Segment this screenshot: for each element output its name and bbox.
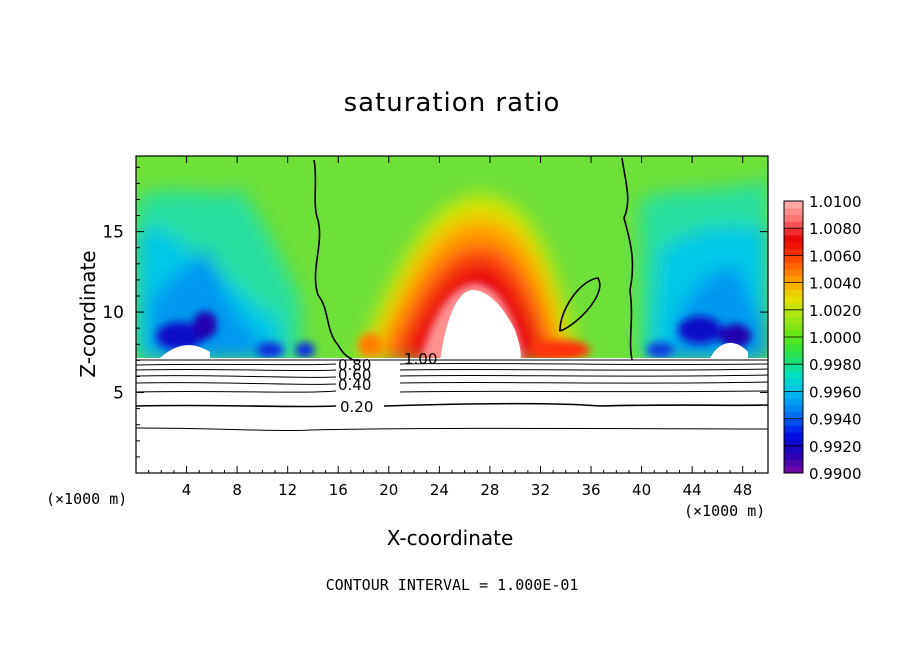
contour-label-4: 0.40 bbox=[338, 376, 371, 394]
colorbar-band bbox=[784, 289, 803, 297]
colorbar-band bbox=[784, 350, 803, 358]
colorbar-band bbox=[784, 303, 803, 311]
colorbar-band bbox=[784, 323, 803, 331]
colorbar-band bbox=[784, 371, 803, 379]
colorbar-band bbox=[784, 357, 803, 365]
colorbar-label-10: 1.0100 bbox=[809, 193, 862, 211]
colorbar-band bbox=[784, 343, 803, 352]
colorbar-label-6: 1.0020 bbox=[809, 302, 862, 320]
colorbar-band bbox=[784, 214, 803, 222]
x-tick-label-5: 24 bbox=[430, 481, 449, 499]
colorbar-band bbox=[784, 241, 803, 250]
colorbar-band bbox=[784, 337, 803, 345]
chart-title: saturation ratio bbox=[343, 88, 561, 118]
colorbar-band bbox=[784, 221, 803, 229]
colorbar-band bbox=[784, 377, 803, 386]
contour-label-3: 0.60 bbox=[338, 366, 371, 384]
contour-label-1: 1.00 bbox=[404, 350, 437, 368]
x-tick-label-4: 20 bbox=[379, 481, 398, 499]
colorbar-band bbox=[784, 309, 803, 318]
y-tick-label-2: 15 bbox=[102, 223, 124, 243]
colorbar-band bbox=[784, 459, 803, 467]
colorbar-label-0: 0.9900 bbox=[809, 465, 862, 483]
colorbar-label-1: 0.9920 bbox=[809, 438, 862, 456]
contour-interval-note: CONTOUR INTERVAL = 1.000E-01 bbox=[325, 576, 579, 594]
colorbar-band bbox=[784, 411, 803, 420]
y-axis-label: Z-coordinate bbox=[76, 250, 100, 378]
colorbar-band bbox=[784, 364, 803, 372]
colorbar-band bbox=[784, 282, 803, 290]
z-unit-label: (×1000 m) bbox=[46, 490, 128, 508]
colorbar-band bbox=[784, 262, 803, 270]
x-tick-label-6: 28 bbox=[480, 481, 499, 499]
colorbar-band bbox=[784, 201, 803, 209]
colorbar: 0.9900 0.9920 0.9940 0.9960 0.9980 1.0000 1.00… bbox=[783, 193, 862, 483]
colorbar-band bbox=[784, 330, 803, 338]
x-tick-label-1: 8 bbox=[232, 481, 242, 499]
colorbar-band bbox=[784, 296, 803, 304]
heatmap-field bbox=[136, 156, 768, 473]
colorbar-band bbox=[784, 248, 803, 256]
colorbar-label-8: 1.0060 bbox=[809, 247, 862, 265]
x-tick-label-11: 48 bbox=[733, 481, 752, 499]
colorbar-band bbox=[784, 235, 803, 243]
colorbar-band bbox=[784, 391, 803, 399]
x-tick-label-7: 32 bbox=[531, 481, 550, 499]
y-tick-label-0: 5 bbox=[113, 384, 124, 404]
colorbar-band bbox=[784, 418, 803, 426]
colorbar-band bbox=[784, 316, 803, 324]
colorbar-band bbox=[784, 255, 803, 263]
y-axis: 5 10 15 bbox=[102, 166, 768, 458]
colorbar-band bbox=[784, 228, 803, 236]
x-tick-label-0: 4 bbox=[182, 481, 192, 499]
colorbar-band bbox=[784, 275, 803, 284]
colorbar-band bbox=[784, 439, 803, 447]
colorbar-band bbox=[784, 384, 803, 392]
colorbar-band bbox=[784, 398, 803, 406]
contour-lines bbox=[136, 157, 768, 432]
contour-label-5: 0.20 bbox=[340, 398, 373, 416]
colorbar-band bbox=[784, 207, 803, 216]
x-tick-label-8: 36 bbox=[581, 481, 600, 499]
colorbar-label-2: 0.9940 bbox=[809, 411, 862, 429]
colorbar-label-7: 1.0040 bbox=[809, 275, 862, 293]
contour-label-2: 0.80 bbox=[338, 356, 371, 374]
colorbar-label-9: 1.0080 bbox=[809, 220, 862, 238]
x-unit-label: (×1000 m) bbox=[684, 502, 766, 520]
x-tick-label-2: 12 bbox=[278, 481, 297, 499]
x-axis-label: X-coordinate bbox=[386, 526, 514, 550]
colorbar-band bbox=[784, 269, 803, 277]
colorbar-band bbox=[784, 445, 803, 454]
colorbar-band bbox=[784, 452, 803, 460]
colorbar-band bbox=[784, 466, 803, 474]
colorbar-label-3: 0.9960 bbox=[809, 383, 862, 401]
x-tick-label-3: 16 bbox=[329, 481, 348, 499]
colorbar-band bbox=[784, 425, 803, 433]
x-tick-label-10: 44 bbox=[683, 481, 702, 499]
colorbar-band bbox=[784, 405, 803, 413]
x-axis: 4 8 12 16 20 24 28 32 36 40 44 48 bbox=[148, 156, 756, 499]
colorbar-band bbox=[784, 432, 803, 440]
colorbar-label-5: 1.0000 bbox=[809, 329, 862, 347]
x-tick-label-9: 40 bbox=[632, 481, 651, 499]
y-tick-label-1: 10 bbox=[102, 303, 124, 323]
colorbar-label-4: 0.9980 bbox=[809, 356, 862, 374]
